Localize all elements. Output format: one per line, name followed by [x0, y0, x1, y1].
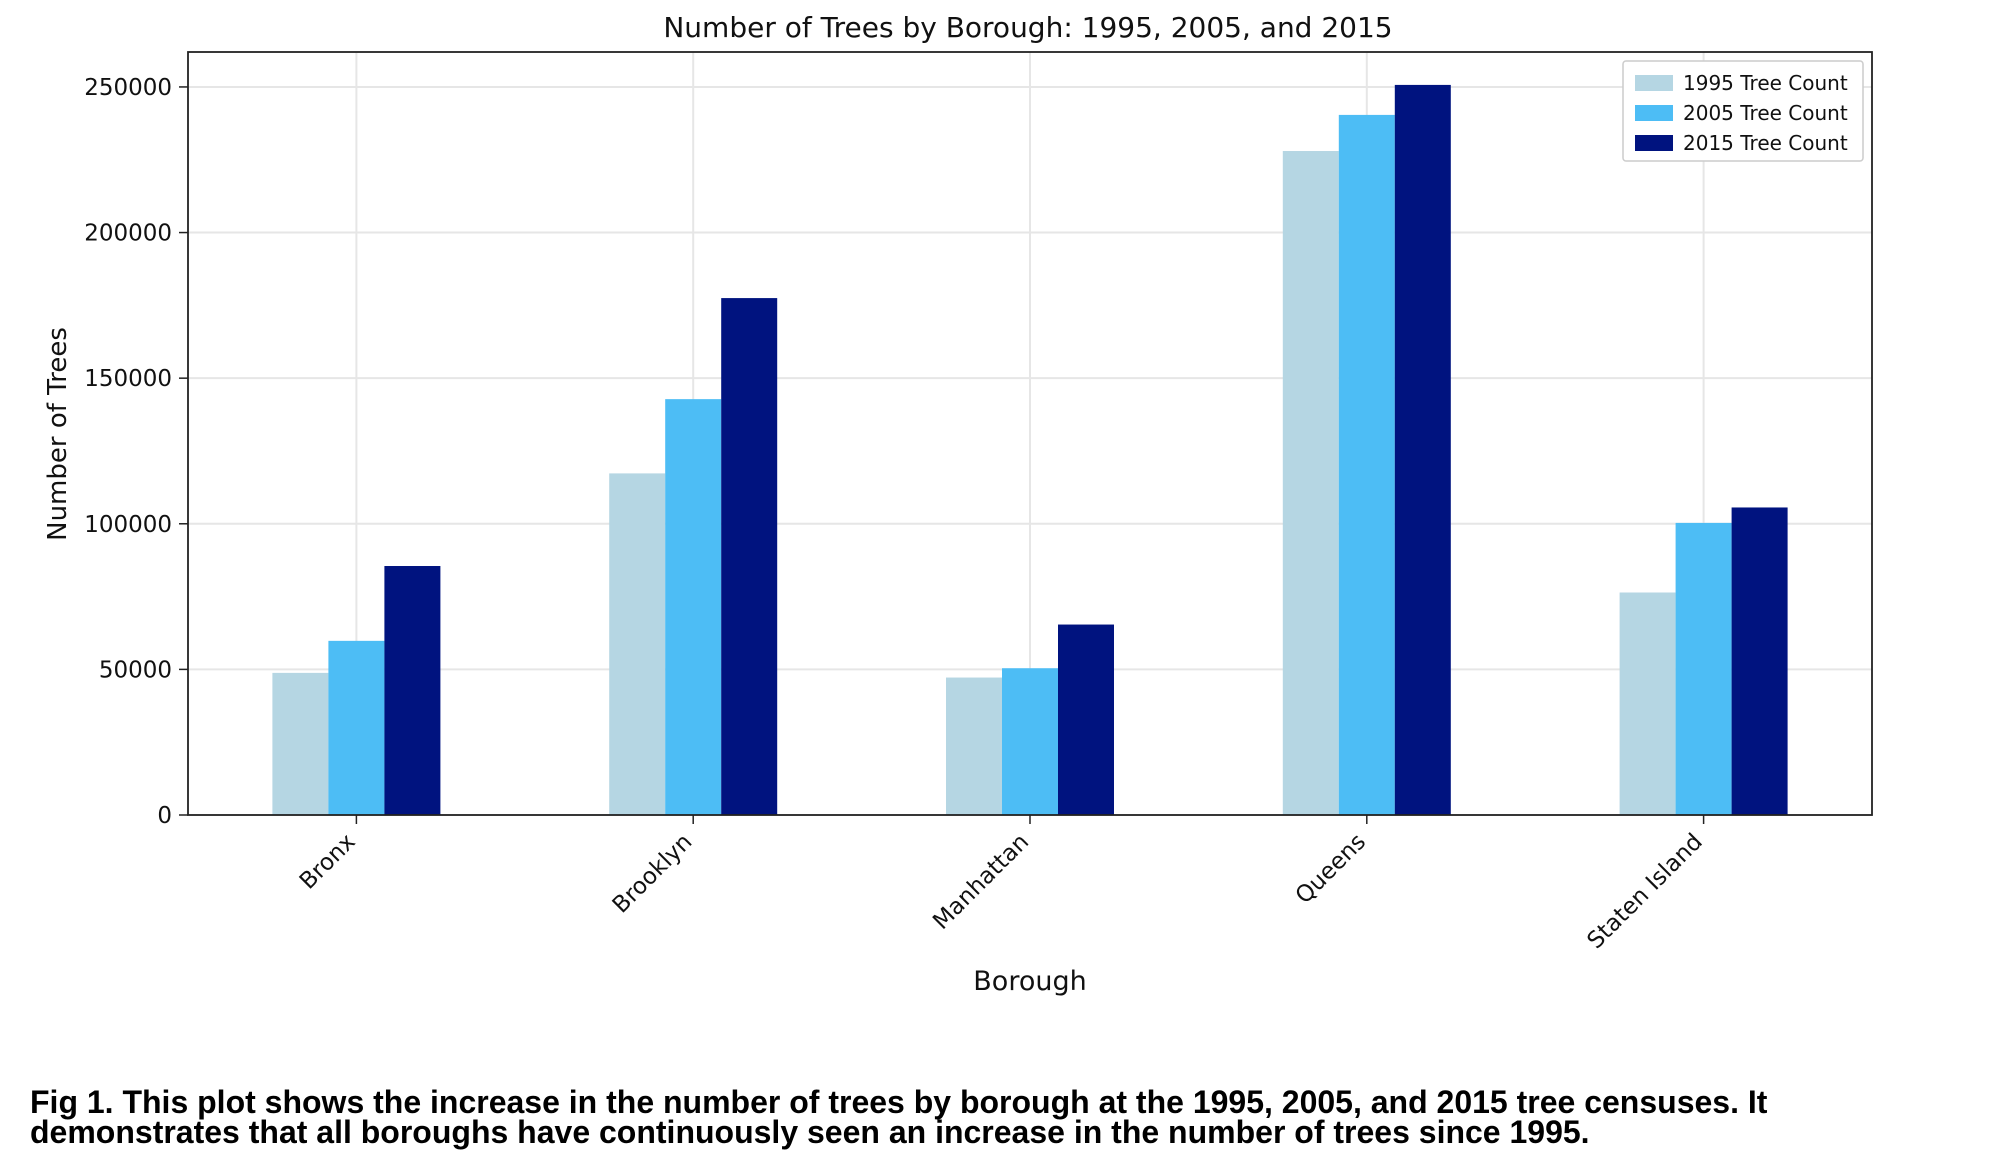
y-tick-label: 250000	[84, 75, 172, 101]
x-tick-label: Queens	[1291, 829, 1371, 909]
bar	[1338, 114, 1395, 816]
caption-line-1: Fig 1. This plot shows the increase in t…	[30, 1084, 1768, 1120]
legend-label: 2005 Tree Count	[1683, 101, 1848, 125]
bar-chart: Number of Trees by Borough: 1995, 2005, …	[43, 11, 1873, 997]
figure-caption: Fig 1. This plot shows the increase in t…	[30, 1084, 2005, 1150]
x-tick-label: Staten Island	[1583, 829, 1708, 954]
legend-label: 2015 Tree Count	[1683, 131, 1848, 155]
x-tick-label: Bronx	[295, 829, 361, 895]
legend-label: 1995 Tree Count	[1683, 71, 1848, 95]
bar	[1675, 522, 1732, 815]
y-tick-label: 100000	[84, 512, 172, 538]
caption-line-2: demonstrates that all boroughs have cont…	[30, 1114, 1590, 1150]
legend-swatch	[1635, 75, 1673, 91]
legend-swatch	[1635, 135, 1673, 151]
bar	[1002, 668, 1058, 815]
y-tick-label: 0	[157, 803, 172, 829]
bar	[1282, 151, 1339, 816]
bar	[1394, 84, 1451, 815]
bar	[272, 672, 329, 815]
bar	[609, 473, 666, 815]
bar	[1619, 592, 1676, 815]
x-tick-label: Manhattan	[928, 829, 1034, 935]
legend: 1995 Tree Count 2005 Tree Count 2015 Tree …	[1622, 60, 1864, 162]
bar	[946, 677, 1002, 815]
grid-lines	[188, 52, 1872, 816]
y-axis-label: Number of Trees	[43, 327, 73, 541]
legend-swatch	[1635, 105, 1673, 121]
x-tick-label: Brooklyn	[608, 829, 698, 919]
bar	[1058, 624, 1114, 815]
x-axis-label: Borough	[973, 966, 1086, 997]
bar	[328, 640, 385, 815]
y-tick-label: 200000	[84, 221, 172, 247]
bar	[1731, 507, 1788, 815]
bar	[665, 399, 722, 815]
legend-box	[1622, 60, 1864, 162]
y-tick-label: 50000	[99, 657, 172, 683]
y-axis-ticks: 0 50000 100000 150000 200000 250000	[84, 75, 188, 829]
bar	[384, 566, 441, 815]
bar	[721, 298, 778, 816]
chart-title: Number of Trees by Borough: 1995, 2005, …	[663, 11, 1392, 44]
x-axis-ticks: Bronx Brooklyn Manhattan Queens Staten Islan…	[295, 815, 1708, 954]
y-tick-label: 150000	[84, 366, 172, 392]
bars	[272, 84, 1788, 816]
